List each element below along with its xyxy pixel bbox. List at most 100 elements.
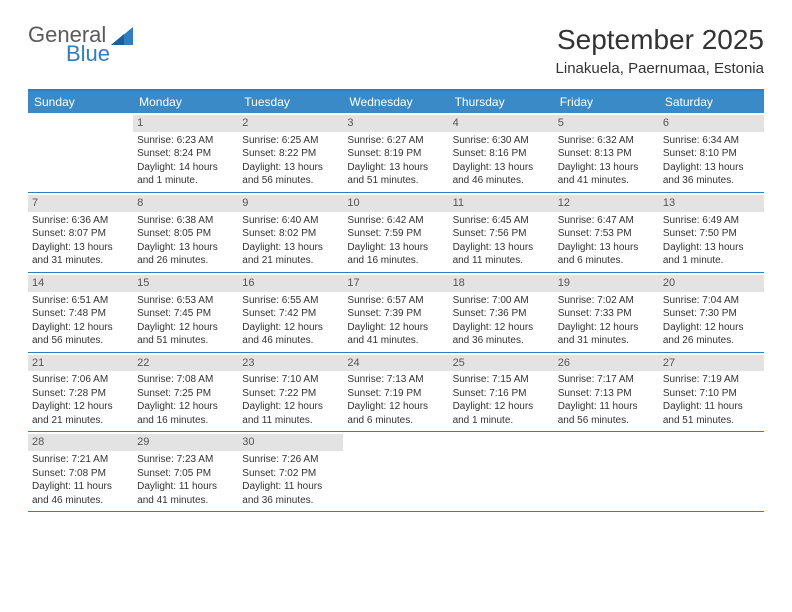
week-row: 28Sunrise: 7:21 AMSunset: 7:08 PMDayligh… (28, 432, 764, 512)
day-cell (343, 432, 448, 511)
day-number: 12 (554, 195, 659, 212)
day-cell: 21Sunrise: 7:06 AMSunset: 7:28 PMDayligh… (28, 353, 133, 432)
daylight-text: Daylight: 14 hours and 1 minute. (137, 161, 234, 188)
day-number: 8 (133, 195, 238, 212)
sunrise-text: Sunrise: 6:49 AM (663, 214, 760, 228)
sunrise-text: Sunrise: 7:26 AM (242, 453, 339, 467)
sunset-text: Sunset: 7:56 PM (453, 227, 550, 241)
week-row: 21Sunrise: 7:06 AMSunset: 7:28 PMDayligh… (28, 353, 764, 433)
day-cell: 22Sunrise: 7:08 AMSunset: 7:25 PMDayligh… (133, 353, 238, 432)
day-cell: 14Sunrise: 6:51 AMSunset: 7:48 PMDayligh… (28, 273, 133, 352)
header: General Blue September 2025 Linakuela, P… (28, 24, 764, 77)
sunset-text: Sunset: 7:16 PM (453, 387, 550, 401)
sunset-text: Sunset: 8:13 PM (558, 147, 655, 161)
daylight-text: Daylight: 13 hours and 1 minute. (663, 241, 760, 268)
sunrise-text: Sunrise: 7:21 AM (32, 453, 129, 467)
day-cell: 29Sunrise: 7:23 AMSunset: 7:05 PMDayligh… (133, 432, 238, 511)
sunrise-text: Sunrise: 6:42 AM (347, 214, 444, 228)
sunset-text: Sunset: 7:10 PM (663, 387, 760, 401)
daylight-text: Daylight: 11 hours and 51 minutes. (663, 400, 760, 427)
sunset-text: Sunset: 7:22 PM (242, 387, 339, 401)
week-row: 14Sunrise: 6:51 AMSunset: 7:48 PMDayligh… (28, 273, 764, 353)
sunset-text: Sunset: 8:19 PM (347, 147, 444, 161)
day-cell: 12Sunrise: 6:47 AMSunset: 7:53 PMDayligh… (554, 193, 659, 272)
day-cell: 20Sunrise: 7:04 AMSunset: 7:30 PMDayligh… (659, 273, 764, 352)
day-number: 23 (238, 355, 343, 372)
day-number: 22 (133, 355, 238, 372)
sunset-text: Sunset: 8:22 PM (242, 147, 339, 161)
daylight-text: Daylight: 12 hours and 51 minutes. (137, 321, 234, 348)
sunset-text: Sunset: 8:05 PM (137, 227, 234, 241)
weekday-header: Sunday (28, 91, 133, 113)
sunset-text: Sunset: 8:02 PM (242, 227, 339, 241)
sunset-text: Sunset: 7:19 PM (347, 387, 444, 401)
day-cell (659, 432, 764, 511)
sunset-text: Sunset: 7:08 PM (32, 467, 129, 481)
sunrise-text: Sunrise: 6:57 AM (347, 294, 444, 308)
day-number: 18 (449, 275, 554, 292)
sunrise-text: Sunrise: 7:00 AM (453, 294, 550, 308)
week-row: 1Sunrise: 6:23 AMSunset: 8:24 PMDaylight… (28, 113, 764, 193)
day-cell: 27Sunrise: 7:19 AMSunset: 7:10 PMDayligh… (659, 353, 764, 432)
day-cell: 24Sunrise: 7:13 AMSunset: 7:19 PMDayligh… (343, 353, 448, 432)
daylight-text: Daylight: 12 hours and 46 minutes. (242, 321, 339, 348)
daylight-text: Daylight: 12 hours and 21 minutes. (32, 400, 129, 427)
sunrise-text: Sunrise: 6:30 AM (453, 134, 550, 148)
day-cell: 13Sunrise: 6:49 AMSunset: 7:50 PMDayligh… (659, 193, 764, 272)
daylight-text: Daylight: 11 hours and 36 minutes. (242, 480, 339, 507)
sunrise-text: Sunrise: 6:55 AM (242, 294, 339, 308)
weekday-header-row: Sunday Monday Tuesday Wednesday Thursday… (28, 91, 764, 113)
sunrise-text: Sunrise: 6:27 AM (347, 134, 444, 148)
sunset-text: Sunset: 7:36 PM (453, 307, 550, 321)
day-number: 21 (28, 355, 133, 372)
day-number: 14 (28, 275, 133, 292)
day-cell: 25Sunrise: 7:15 AMSunset: 7:16 PMDayligh… (449, 353, 554, 432)
sunrise-text: Sunrise: 6:51 AM (32, 294, 129, 308)
weekday-header: Saturday (659, 91, 764, 113)
daylight-text: Daylight: 12 hours and 11 minutes. (242, 400, 339, 427)
sunset-text: Sunset: 7:53 PM (558, 227, 655, 241)
day-cell: 2Sunrise: 6:25 AMSunset: 8:22 PMDaylight… (238, 113, 343, 192)
day-cell: 17Sunrise: 6:57 AMSunset: 7:39 PMDayligh… (343, 273, 448, 352)
day-number: 20 (659, 275, 764, 292)
sunrise-text: Sunrise: 7:06 AM (32, 373, 129, 387)
sunrise-text: Sunrise: 6:32 AM (558, 134, 655, 148)
sunset-text: Sunset: 7:25 PM (137, 387, 234, 401)
daylight-text: Daylight: 11 hours and 56 minutes. (558, 400, 655, 427)
weekday-header: Friday (554, 91, 659, 113)
weekday-header: Wednesday (343, 91, 448, 113)
logo: General Blue (28, 24, 133, 65)
day-number: 10 (343, 195, 448, 212)
daylight-text: Daylight: 12 hours and 1 minute. (453, 400, 550, 427)
day-number: 30 (238, 434, 343, 451)
logo-text-sub: Blue (66, 43, 133, 65)
title-block: September 2025 Linakuela, Paernumaa, Est… (556, 24, 764, 77)
sunrise-text: Sunrise: 6:45 AM (453, 214, 550, 228)
day-cell: 3Sunrise: 6:27 AMSunset: 8:19 PMDaylight… (343, 113, 448, 192)
sunrise-text: Sunrise: 6:40 AM (242, 214, 339, 228)
day-number: 27 (659, 355, 764, 372)
daylight-text: Daylight: 11 hours and 41 minutes. (137, 480, 234, 507)
weekday-header: Monday (133, 91, 238, 113)
daylight-text: Daylight: 13 hours and 26 minutes. (137, 241, 234, 268)
day-cell: 19Sunrise: 7:02 AMSunset: 7:33 PMDayligh… (554, 273, 659, 352)
sunset-text: Sunset: 7:28 PM (32, 387, 129, 401)
daylight-text: Daylight: 13 hours and 51 minutes. (347, 161, 444, 188)
day-number: 19 (554, 275, 659, 292)
day-number: 9 (238, 195, 343, 212)
sunrise-text: Sunrise: 6:25 AM (242, 134, 339, 148)
daylight-text: Daylight: 13 hours and 46 minutes. (453, 161, 550, 188)
sunrise-text: Sunrise: 6:34 AM (663, 134, 760, 148)
daylight-text: Daylight: 13 hours and 36 minutes. (663, 161, 760, 188)
day-cell: 11Sunrise: 6:45 AMSunset: 7:56 PMDayligh… (449, 193, 554, 272)
daylight-text: Daylight: 12 hours and 36 minutes. (453, 321, 550, 348)
day-number: 24 (343, 355, 448, 372)
day-cell (449, 432, 554, 511)
day-number: 13 (659, 195, 764, 212)
day-cell: 23Sunrise: 7:10 AMSunset: 7:22 PMDayligh… (238, 353, 343, 432)
daylight-text: Daylight: 12 hours and 31 minutes. (558, 321, 655, 348)
daylight-text: Daylight: 12 hours and 56 minutes. (32, 321, 129, 348)
sunset-text: Sunset: 7:05 PM (137, 467, 234, 481)
sunrise-text: Sunrise: 6:53 AM (137, 294, 234, 308)
month-title: September 2025 (556, 24, 764, 56)
